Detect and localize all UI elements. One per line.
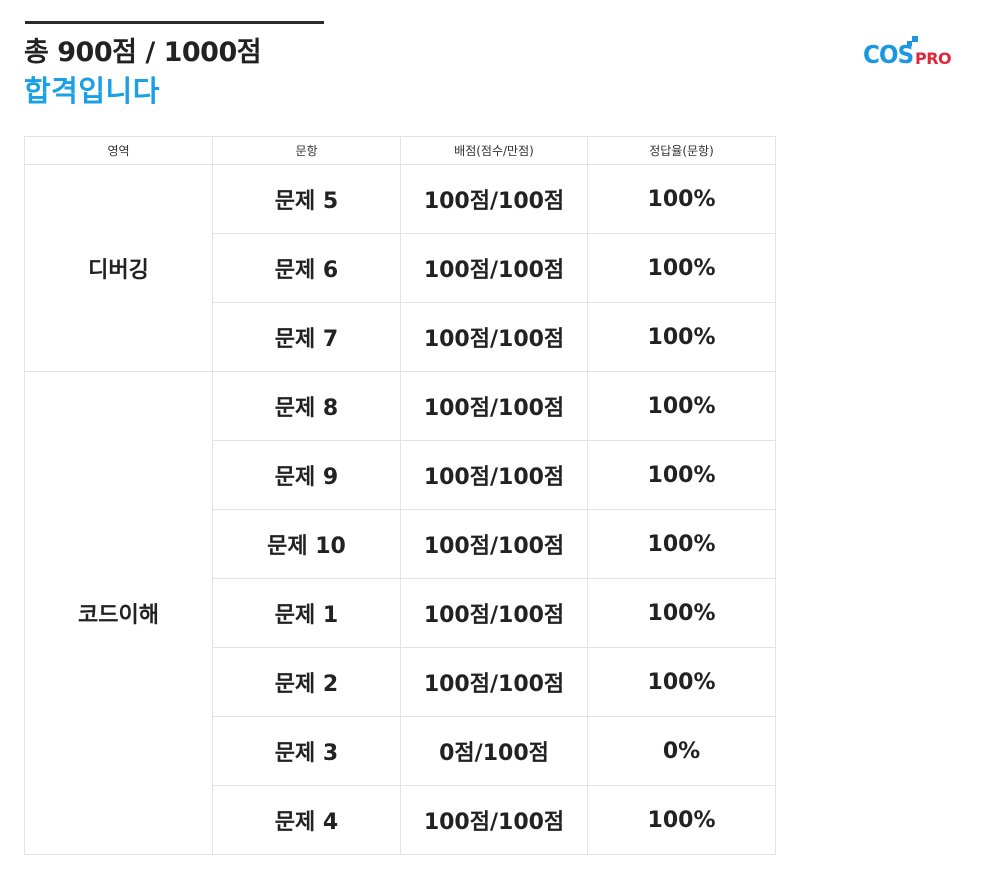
column-header-rate: 정답율(문항) bbox=[587, 136, 776, 165]
area-cell: 코드이해 bbox=[24, 371, 213, 855]
rate-cell: 100% bbox=[587, 164, 776, 234]
cos-pro-logo: COS PRO bbox=[863, 36, 958, 72]
question-cell: 문제 10 bbox=[212, 509, 401, 579]
score-cell: 0점/100점 bbox=[400, 716, 588, 786]
table-row: 문제 7 100점/100점 100% bbox=[25, 302, 776, 372]
rate-cell: 100% bbox=[587, 578, 776, 648]
score-cell: 100점/100점 bbox=[400, 302, 588, 372]
table-row: 문제 10 100점/100점 100% bbox=[25, 509, 776, 579]
rate-cell: 100% bbox=[587, 233, 776, 303]
rate-cell: 100% bbox=[587, 302, 776, 372]
column-header-area: 영역 bbox=[24, 136, 213, 165]
score-cell: 100점/100점 bbox=[400, 578, 588, 648]
score-cell: 100점/100점 bbox=[400, 371, 588, 441]
table-row: 디버깅 문제 5 100점/100점 100% bbox=[24, 164, 776, 372]
logo-cos-text: COS bbox=[863, 40, 914, 69]
rate-cell: 100% bbox=[587, 647, 776, 717]
column-header-score: 배점(점수/만점) bbox=[400, 136, 588, 165]
question-cell: 문제 4 bbox=[212, 785, 401, 855]
rate-cell: 100% bbox=[587, 509, 776, 579]
rate-cell: 0% bbox=[587, 716, 776, 786]
score-cell: 100점/100점 bbox=[400, 440, 588, 510]
logo-square-icon bbox=[907, 41, 912, 46]
question-cell: 문제 5 bbox=[212, 164, 401, 234]
rate-cell: 100% bbox=[587, 440, 776, 510]
pass-status: 합격입니다 bbox=[24, 74, 160, 108]
score-cell: 100점/100점 bbox=[400, 164, 588, 234]
table-header-row: 영역 문항 배점(점수/만점) 정답율(문항) bbox=[24, 136, 776, 165]
score-cell: 100점/100점 bbox=[400, 233, 588, 303]
question-cell: 문제 7 bbox=[212, 302, 401, 372]
score-cell: 100점/100점 bbox=[400, 647, 588, 717]
question-cell: 문제 3 bbox=[212, 716, 401, 786]
rate-cell: 100% bbox=[587, 371, 776, 441]
question-cell: 문제 9 bbox=[212, 440, 401, 510]
logo-pro-text: PRO bbox=[915, 49, 952, 68]
question-cell: 문제 2 bbox=[212, 647, 401, 717]
table-row: 문제 2 100점/100점 100% bbox=[25, 647, 776, 717]
table-row: 문제 1 100점/100점 100% bbox=[25, 578, 776, 648]
rate-cell: 100% bbox=[587, 785, 776, 855]
question-cell: 문제 1 bbox=[212, 578, 401, 648]
total-score: 총 900점 / 1000점 bbox=[24, 37, 262, 68]
table-row: 문제 6 100점/100점 100% bbox=[25, 233, 776, 303]
column-header-question: 문항 bbox=[212, 136, 401, 165]
question-cell: 문제 8 bbox=[212, 371, 401, 441]
table-row: 코드이해 문제 8 100점/100점 100% bbox=[24, 371, 776, 855]
top-divider bbox=[25, 21, 324, 24]
score-cell: 100점/100점 bbox=[400, 785, 588, 855]
logo-square-icon bbox=[912, 36, 918, 42]
score-cell: 100점/100점 bbox=[400, 509, 588, 579]
question-cell: 문제 6 bbox=[212, 233, 401, 303]
results-table: 영역 문항 배점(점수/만점) 정답율(문항) 디버깅 문제 5 100점/10… bbox=[24, 136, 776, 855]
area-cell: 디버깅 bbox=[24, 164, 213, 372]
table-row: 문제 4 100점/100점 100% bbox=[25, 785, 776, 855]
